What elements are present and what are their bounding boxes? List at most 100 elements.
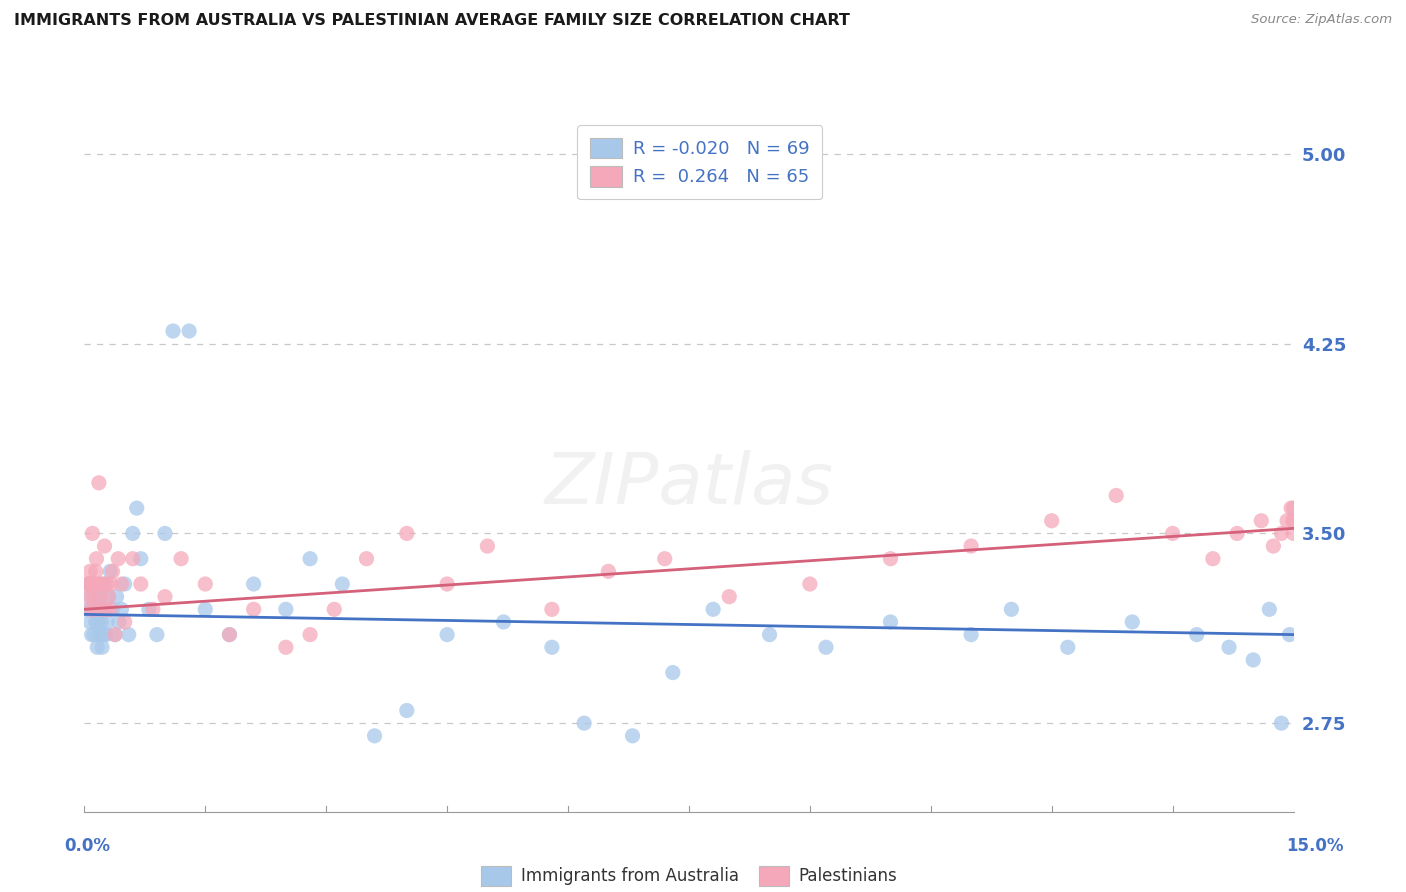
Point: [1202, 551, 1225, 566]
Point: [104, 627, 127, 641]
Point: [79, 565, 101, 579]
Point: [86, 640, 108, 655]
Point: [83, 602, 105, 616]
Point: [87, 475, 110, 490]
Point: [1000, 602, 1022, 616]
Point: [1258, 602, 1281, 616]
Point: [77, 577, 100, 591]
Point: [179, 324, 201, 338]
Point: [76, 577, 98, 591]
Point: [395, 526, 418, 541]
Point: [101, 565, 124, 579]
Point: [97, 590, 120, 604]
Point: [83, 577, 105, 591]
Point: [105, 590, 128, 604]
Point: [153, 590, 176, 604]
Point: [114, 615, 136, 629]
Point: [82, 577, 104, 591]
Point: [879, 615, 901, 629]
Point: [356, 551, 378, 566]
Point: [89, 627, 111, 641]
Point: [94, 602, 117, 616]
Point: [1275, 514, 1298, 528]
Point: [1282, 501, 1305, 516]
Point: [83, 602, 105, 616]
Point: [82, 602, 104, 616]
Point: [142, 602, 165, 616]
Point: [758, 627, 780, 641]
Point: [94, 627, 117, 641]
Point: [218, 627, 240, 641]
Point: [242, 602, 264, 616]
Point: [110, 602, 132, 616]
Point: [125, 501, 148, 516]
Point: [363, 729, 385, 743]
Point: [395, 704, 418, 718]
Point: [101, 602, 124, 616]
Point: [1263, 539, 1285, 553]
Point: [1278, 627, 1301, 641]
Point: [90, 615, 112, 629]
Point: [98, 602, 121, 616]
Point: [89, 577, 111, 591]
Point: [84, 565, 107, 579]
Point: [541, 640, 564, 655]
Point: [94, 602, 117, 616]
Point: [93, 539, 115, 553]
Point: [541, 602, 564, 616]
Point: [477, 539, 499, 553]
Point: [436, 627, 458, 641]
Point: [1105, 488, 1128, 502]
Point: [330, 577, 353, 591]
Point: [121, 551, 143, 566]
Point: [86, 577, 108, 591]
Point: [86, 551, 108, 566]
Point: [91, 577, 114, 591]
Point: [89, 590, 111, 604]
Point: [129, 577, 152, 591]
Point: [89, 590, 111, 604]
Point: [80, 590, 103, 604]
Point: [299, 627, 322, 641]
Legend: Immigrants from Australia, Palestinians: Immigrants from Australia, Palestinians: [472, 858, 905, 892]
Point: [960, 539, 983, 553]
Point: [79, 615, 101, 629]
Point: [146, 627, 169, 641]
Point: [1040, 514, 1063, 528]
Point: [492, 615, 515, 629]
Point: [242, 577, 264, 591]
Point: [93, 627, 115, 641]
Point: [162, 324, 184, 338]
Point: [299, 551, 322, 566]
Point: [1281, 514, 1303, 528]
Point: [121, 526, 143, 541]
Point: [1282, 526, 1305, 541]
Point: [598, 565, 620, 579]
Point: [77, 590, 100, 604]
Text: ZIPatlas: ZIPatlas: [544, 450, 834, 519]
Point: [1226, 526, 1249, 541]
Point: [82, 526, 104, 541]
Point: [107, 551, 129, 566]
Point: [1161, 526, 1184, 541]
Point: [129, 551, 152, 566]
Point: [91, 602, 114, 616]
Point: [1121, 615, 1143, 629]
Point: [274, 602, 297, 616]
Point: [96, 615, 118, 629]
Point: [1056, 640, 1078, 655]
Point: [83, 627, 105, 641]
Point: [153, 526, 176, 541]
Point: [114, 577, 136, 591]
Point: [799, 577, 821, 591]
Point: [87, 602, 110, 616]
Point: [77, 577, 100, 591]
Point: [96, 577, 118, 591]
Point: [1282, 514, 1305, 528]
Point: [98, 565, 121, 579]
Point: [104, 627, 127, 641]
Point: [1270, 526, 1292, 541]
Point: [621, 729, 644, 743]
Point: [1185, 627, 1208, 641]
Point: [323, 602, 346, 616]
